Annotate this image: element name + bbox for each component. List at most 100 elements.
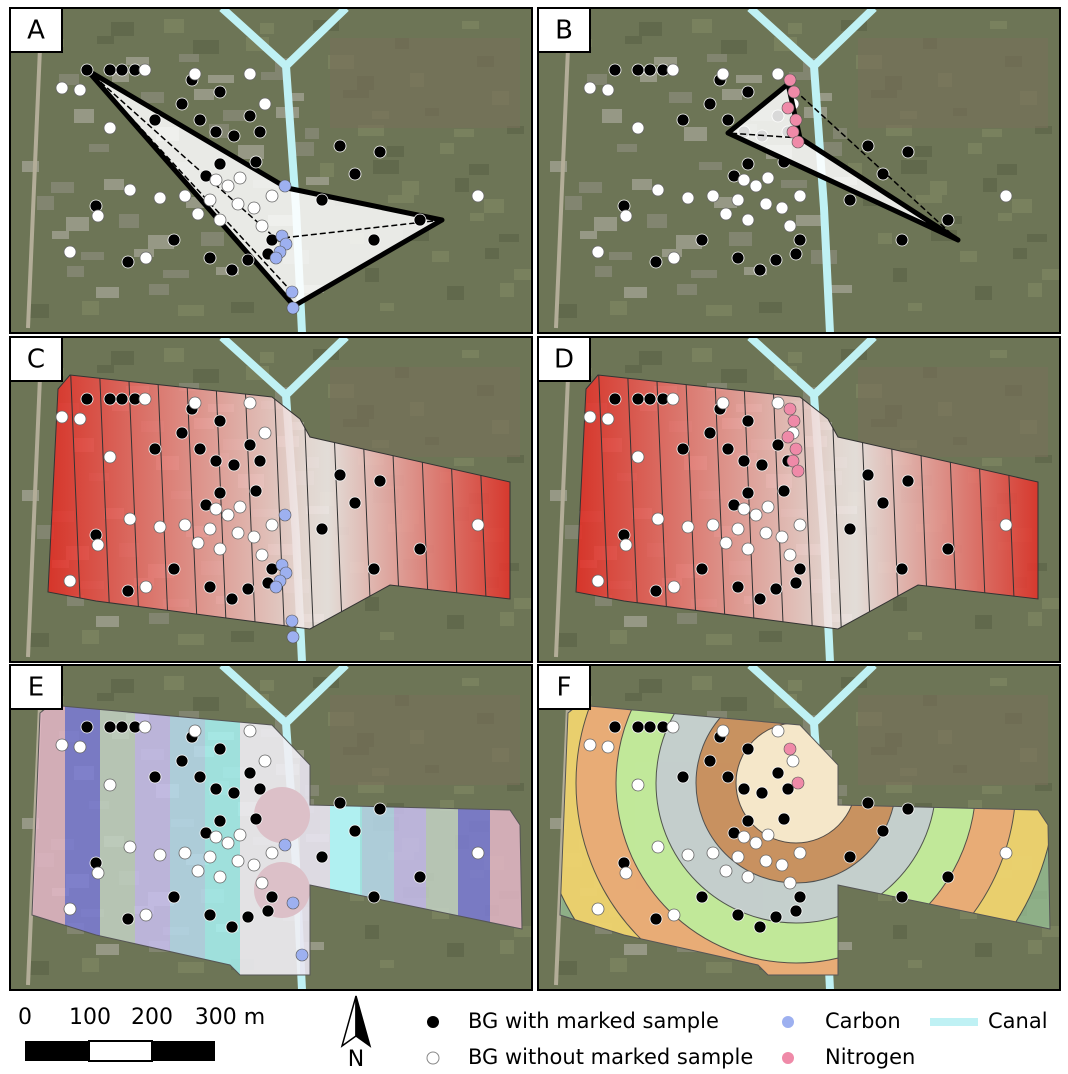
bg-marked: [194, 114, 206, 126]
map-content: [538, 337, 1062, 662]
legend-label: Nitrogen: [825, 1045, 915, 1069]
bg-unmarked: [266, 847, 278, 859]
bg-unmarked: [707, 190, 719, 202]
bg-marked: [790, 577, 802, 589]
panel-label: B: [555, 16, 573, 46]
bg-unmarked: [717, 68, 729, 80]
map-texture: [462, 350, 479, 358]
bg-marked: [226, 921, 238, 933]
bg-marked: [116, 721, 128, 733]
bg-marked: [756, 787, 768, 799]
map-texture: [208, 75, 234, 83]
bg-unmarked: [717, 725, 729, 737]
legend-label: Canal: [988, 1009, 1048, 1033]
map-texture: [893, 597, 907, 611]
scale-label: 100: [69, 1005, 111, 1030]
map-texture: [624, 944, 647, 955]
bg-unmarked: [776, 531, 788, 543]
map-texture: [260, 23, 274, 34]
map-texture: [402, 181, 419, 195]
map-texture: [97, 36, 114, 44]
bg-unmarked: [64, 903, 76, 915]
bg-marked: [902, 475, 914, 487]
map-texture: [499, 234, 519, 242]
bg-unmarked: [64, 246, 76, 258]
bg-marked: [844, 851, 856, 863]
map-texture: [440, 143, 454, 154]
panel-label: E: [28, 673, 44, 703]
carbon-sample: [296, 949, 308, 961]
map-texture: [975, 615, 992, 629]
bg-marked: [877, 825, 889, 837]
bg-unmarked: [179, 190, 191, 202]
map-texture: [639, 351, 662, 365]
map-texture: [365, 925, 379, 939]
map-content: [10, 665, 534, 990]
bg-marked: [176, 98, 188, 110]
map-texture: [706, 634, 732, 645]
field: [858, 695, 1048, 785]
map-texture: [37, 196, 54, 210]
bg-unmarked: [742, 214, 754, 226]
map-texture: [625, 693, 642, 701]
map-texture: [557, 961, 577, 975]
bg-unmarked: [632, 451, 644, 463]
map-texture: [788, 352, 802, 363]
bg-marked: [122, 585, 134, 597]
map-texture: [470, 213, 484, 221]
map-texture: [149, 613, 169, 624]
bg-unmarked: [772, 68, 784, 80]
map-texture: [602, 109, 622, 123]
bg-marked: [704, 98, 716, 110]
bg-unmarked: [592, 575, 604, 587]
legend-swatch: [427, 1052, 439, 1064]
map-texture: [759, 302, 782, 313]
scale-segment: [25, 1041, 89, 1061]
map-texture: [729, 232, 752, 246]
bg-marked: [81, 721, 93, 733]
map-texture: [639, 679, 662, 693]
bg-unmarked: [124, 841, 136, 853]
field: [330, 38, 520, 128]
field: [330, 367, 520, 457]
bg-marked: [772, 767, 784, 779]
bg-marked: [704, 427, 716, 439]
bg-marked: [790, 905, 802, 917]
bg-unmarked: [222, 180, 234, 192]
bg-unmarked: [210, 174, 222, 186]
map-texture: [164, 348, 184, 362]
map-texture: [193, 697, 219, 711]
bg-marked: [168, 234, 180, 246]
bg-marked: [942, 214, 954, 226]
map-texture: [610, 630, 627, 644]
map-texture: [469, 164, 489, 175]
bg-unmarked: [104, 451, 116, 463]
bg-unmarked: [682, 192, 694, 204]
bg-unmarked: [592, 903, 604, 915]
map-texture: [677, 613, 697, 624]
map-texture: [997, 164, 1017, 175]
map-texture: [455, 178, 469, 192]
map-texture: [81, 252, 104, 260]
bg-marked: [902, 803, 914, 815]
map-texture: [639, 22, 662, 36]
bg-marked: [176, 755, 188, 767]
map-texture: [625, 36, 642, 44]
bg-unmarked: [154, 192, 166, 204]
bg-unmarked: [707, 519, 719, 531]
map-texture: [983, 178, 997, 192]
bg-unmarked: [232, 527, 244, 539]
bg-marked: [414, 214, 426, 226]
map-texture: [1012, 199, 1032, 213]
legend: BG with marked sample BG without marked …: [427, 1009, 1048, 1069]
map-texture: [901, 160, 927, 174]
map-panel: D: [538, 337, 1062, 662]
map-texture: [722, 89, 742, 100]
map-texture: [707, 54, 727, 62]
bg-unmarked: [762, 829, 774, 841]
nitrogen-sample: [792, 136, 804, 148]
bg-unmarked: [64, 575, 76, 587]
bg-marked: [374, 475, 386, 487]
field: [330, 695, 520, 785]
bg-unmarked: [139, 393, 151, 405]
